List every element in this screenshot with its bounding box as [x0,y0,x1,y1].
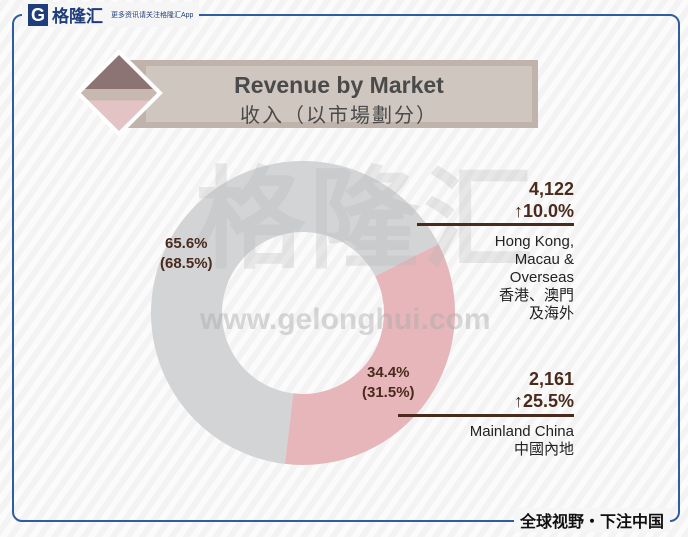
mainland-name: Mainland China [469,423,574,440]
mainland-leader-line [398,414,574,417]
mainland-label-block: Mainland China 中國內地 [470,423,574,459]
mainland-value-block: 2,161 ↑25.5% [514,368,574,412]
mainland-value: 2,161 [528,369,574,389]
slice-label-hk: 65.6% (68.5%) [160,234,213,274]
footer-slogan: 全球视野・下注中国 [513,508,670,532]
chart-title: Revenue by Market [234,72,444,98]
donut-slice-hk-macau-overseas [150,160,439,464]
watermark-text: 格隆汇 [195,159,537,282]
share-label: 65.6% [164,235,208,252]
page-frame [12,14,680,522]
slice-label-mainland: 34.4% (31.5%) [362,363,415,403]
hk-name-cn: 香港、澳門及海外 [498,287,574,322]
hk-name: Hong Kong, Macau & Overseas [494,233,574,286]
hk-growth: ↑10.0% [513,201,574,221]
share-label: 34.4% [366,364,410,381]
hk-leader-line [417,223,574,226]
logo-mark: G [28,3,48,26]
mainland-growth: ↑25.5% [513,391,574,411]
watermark-url: www.gelonghui.com [200,303,491,336]
title-banner: Revenue by Market 收入（以市場劃分） [128,60,538,128]
donut-slice-mainland-china [284,243,455,465]
logo-tagline: 更多资讯请关注格隆汇App [111,11,194,19]
prior-share-label: (68.5%) [160,255,213,272]
hk-value-block: 4,122 ↑10.0% [514,178,574,222]
hk-label-block: Hong Kong, Macau & Overseas 香港、澳門及海外 [474,233,574,323]
prior-share-label: (31.5%) [362,384,415,401]
hk-value: 4,122 [528,179,574,199]
chart-subtitle: 收入（以市場劃分） [240,105,438,127]
logo: G 格隆汇 更多资讯请关注格隆汇App [22,2,200,27]
logo-name: 格隆汇 [52,7,103,26]
mainland-name-cn: 中國內地 [513,441,574,458]
